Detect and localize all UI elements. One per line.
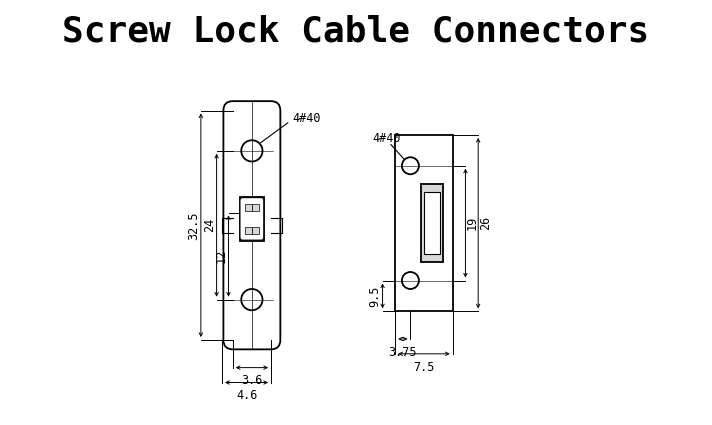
Text: 32.5: 32.5 — [187, 211, 200, 240]
Bar — [421, 184, 443, 263]
Bar — [245, 227, 252, 234]
Text: 7.5: 7.5 — [413, 360, 435, 374]
FancyBboxPatch shape — [240, 198, 263, 240]
Text: 12: 12 — [215, 249, 228, 263]
Text: 19: 19 — [466, 216, 478, 230]
Text: 3.6: 3.6 — [241, 374, 263, 388]
FancyBboxPatch shape — [224, 101, 281, 349]
Bar — [251, 204, 258, 211]
Text: 4#40: 4#40 — [292, 113, 320, 125]
Bar — [424, 192, 440, 254]
Text: 9.5: 9.5 — [368, 285, 382, 306]
Bar — [245, 204, 252, 211]
Text: 24: 24 — [204, 218, 216, 232]
Bar — [251, 227, 258, 234]
Text: Screw Lock Cable Connectors: Screw Lock Cable Connectors — [63, 15, 649, 49]
Text: 4#40: 4#40 — [372, 132, 400, 144]
Text: 3.75: 3.75 — [389, 346, 417, 359]
Text: 26: 26 — [479, 216, 492, 230]
Bar — [395, 135, 453, 311]
Text: 4.6: 4.6 — [236, 389, 257, 402]
Bar — [240, 196, 263, 241]
